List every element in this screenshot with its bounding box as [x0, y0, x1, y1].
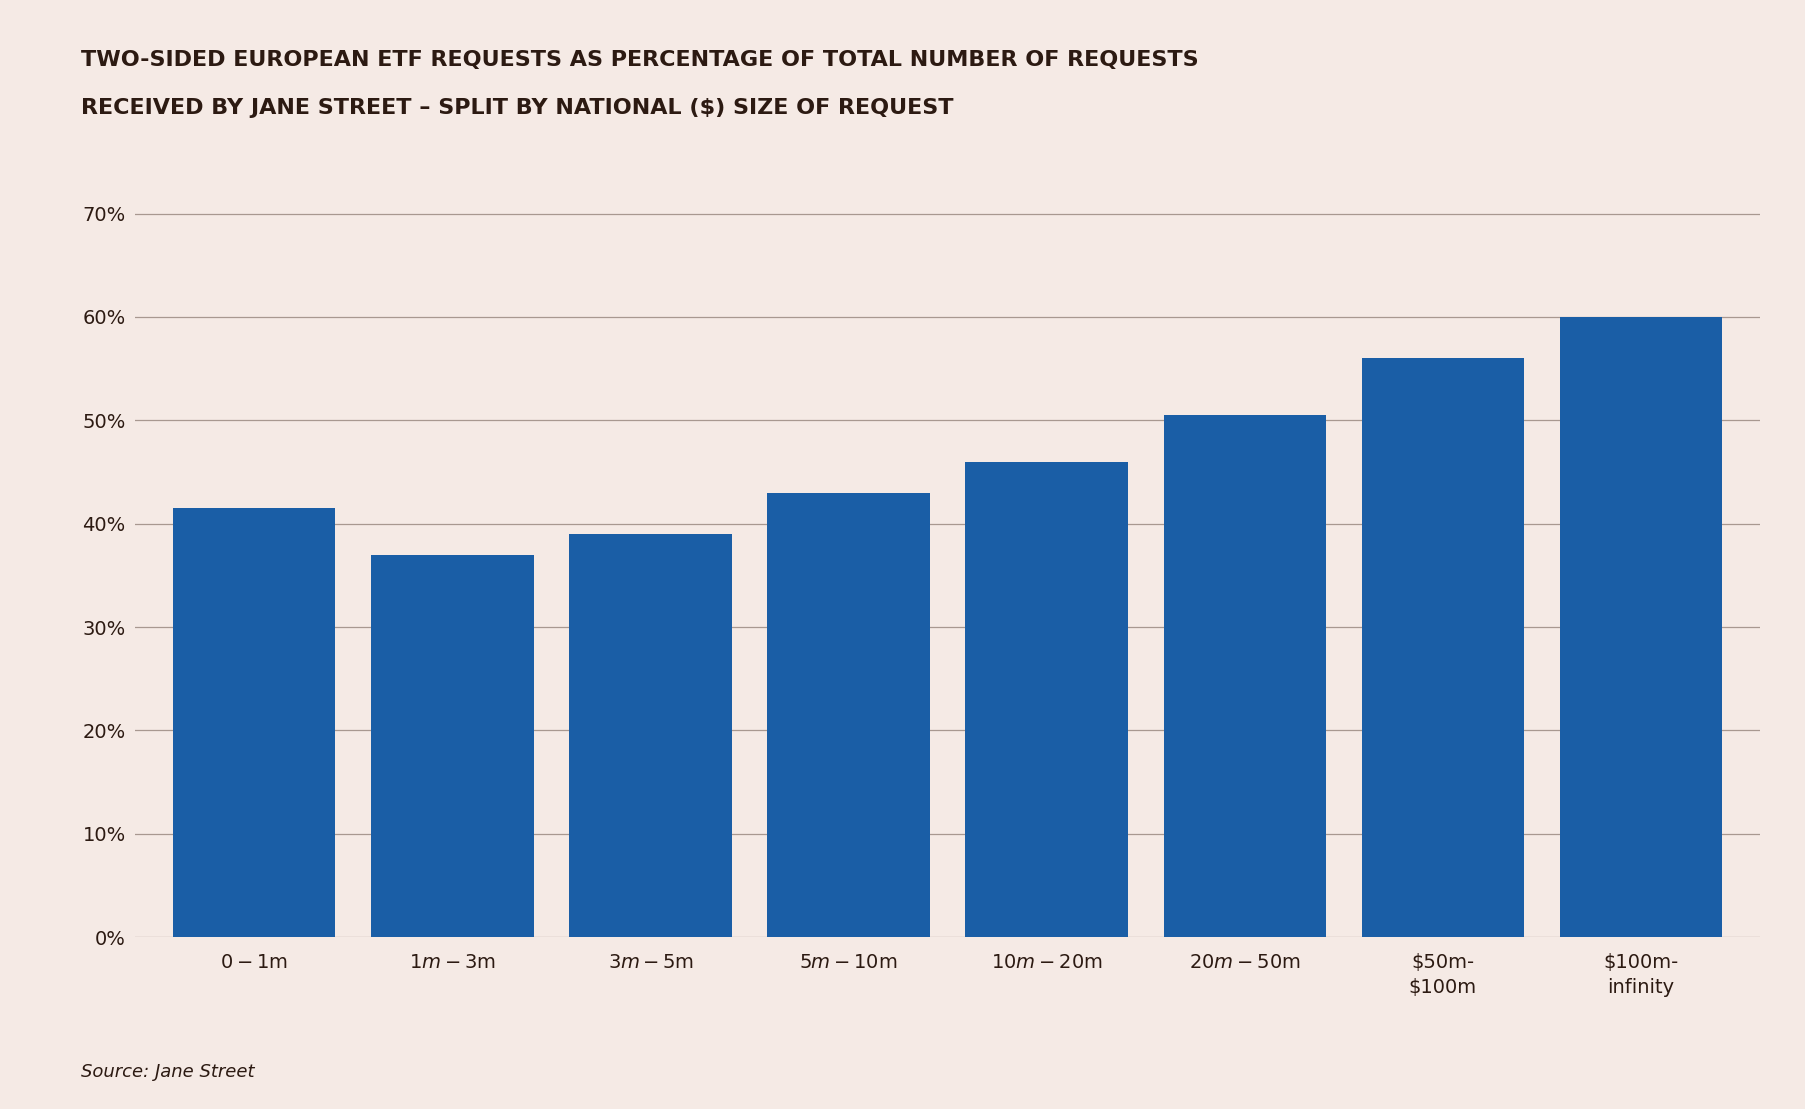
Text: Source: Jane Street: Source: Jane Street — [81, 1064, 255, 1081]
Bar — [767, 492, 930, 937]
Bar — [1164, 415, 1327, 937]
Bar — [173, 508, 336, 937]
Bar — [372, 554, 534, 937]
Bar — [1361, 358, 1523, 937]
Text: RECEIVED BY JANE STREET – SPLIT BY NATIONAL ($) SIZE OF REQUEST: RECEIVED BY JANE STREET – SPLIT BY NATIO… — [81, 98, 953, 118]
Text: TWO-SIDED EUROPEAN ETF REQUESTS AS PERCENTAGE OF TOTAL NUMBER OF REQUESTS: TWO-SIDED EUROPEAN ETF REQUESTS AS PERCE… — [81, 50, 1199, 70]
Bar — [569, 535, 731, 937]
Bar — [966, 461, 1128, 937]
Bar — [1560, 317, 1722, 937]
